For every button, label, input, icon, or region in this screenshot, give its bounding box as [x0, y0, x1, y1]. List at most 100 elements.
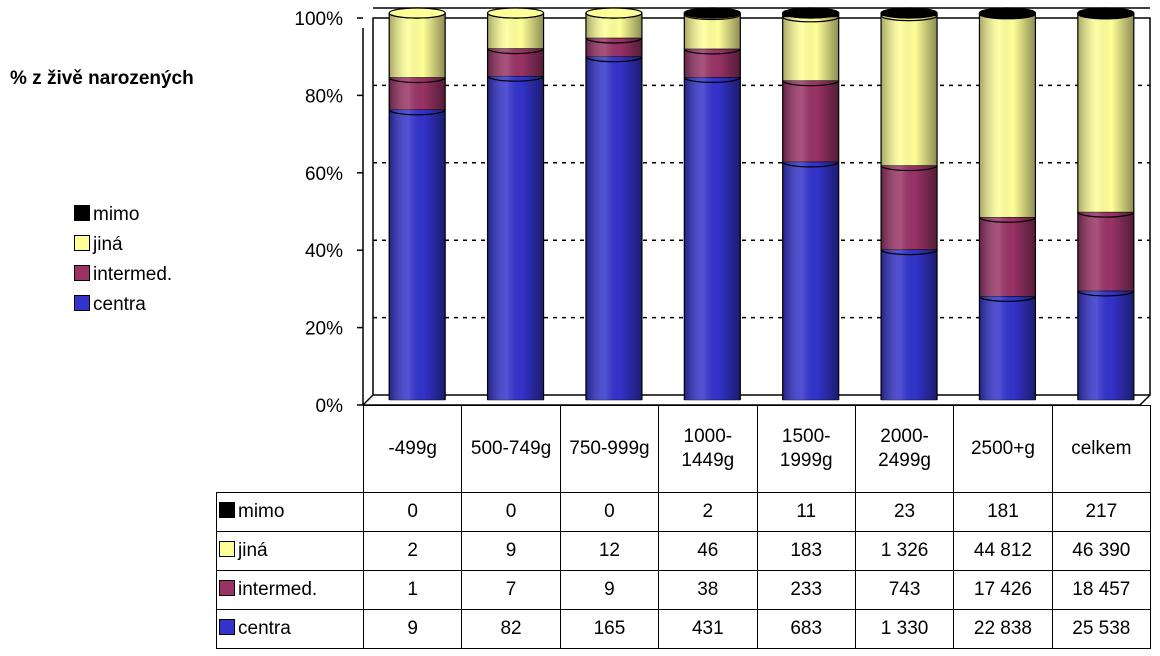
row-label: centra — [238, 618, 291, 639]
segment-seam — [978, 296, 1037, 302]
cylinder-top — [978, 7, 1037, 19]
row-label: mimo — [238, 501, 285, 522]
value-cell: 9 — [461, 531, 561, 571]
legend-swatch — [74, 265, 90, 281]
cylinder-outline — [683, 13, 741, 400]
segment-seam — [978, 13, 1037, 20]
cylinder-shade — [1077, 13, 1134, 400]
cylinder-top — [782, 7, 840, 19]
legend-item: intermed. — [74, 260, 172, 290]
legend-label: jiná — [93, 234, 123, 255]
value-cell: 233 — [756, 570, 856, 610]
row-header: intermed. — [216, 570, 364, 610]
value-cell: 11 — [756, 492, 856, 532]
cylinder-outline — [782, 13, 840, 400]
value-cell: 1 — [362, 570, 463, 610]
cylinder-shade — [585, 13, 642, 400]
value-cell: 46 — [658, 531, 758, 571]
category-label: -499g — [362, 405, 463, 493]
segment-seam — [782, 16, 840, 23]
cylinder-shade — [389, 13, 446, 400]
segment-seam — [880, 15, 938, 22]
value-cell: 18 457 — [1051, 570, 1152, 610]
segment-seam — [683, 14, 741, 21]
segment-seam — [978, 217, 1037, 223]
segment-seam — [388, 77, 446, 84]
legend-item: mimo — [74, 200, 172, 230]
legend-swatch — [219, 580, 235, 596]
chart-title: % z živě narozených — [10, 68, 194, 89]
series-row: centra 9 82 165 431 683 1 330 22 838 25 538 — [216, 609, 1152, 649]
cylinder-shade — [979, 13, 1036, 400]
cylinder-shade — [782, 13, 839, 400]
cylinder-top — [1077, 7, 1135, 19]
cylinder-outline — [1077, 13, 1135, 400]
category-label: 1000-1449g — [658, 405, 758, 493]
data-table: -499g 500-749g 750-999g 1000-1449g 1500-1999… — [216, 405, 1152, 649]
value-cell: 1 330 — [854, 609, 955, 649]
row-header: centra — [216, 609, 364, 649]
cylinder-top — [585, 7, 643, 19]
value-cell: 0 — [362, 492, 463, 532]
value-cell: 1 326 — [854, 531, 955, 571]
value-cell: 217 — [1051, 492, 1152, 532]
cylinder-top — [486, 7, 545, 19]
cylinder-top — [388, 7, 446, 19]
y-tick-label: 60% — [305, 164, 343, 185]
row-label: intermed. — [238, 579, 318, 600]
segment-seam — [1077, 290, 1135, 297]
legend-swatch — [74, 235, 90, 251]
category-label: 1500-1999g — [756, 405, 856, 493]
legend-item: jiná — [74, 230, 172, 260]
cylinder-outline — [486, 13, 545, 400]
cylinder-shade — [684, 13, 741, 400]
row-header: mimo — [216, 492, 364, 532]
floor-edge — [1139, 394, 1151, 406]
category-row: -499g 500-749g 750-999g 1000-1449g 1500-1999… — [216, 405, 1152, 493]
segment-seam — [585, 56, 643, 63]
row-label: jiná — [238, 540, 268, 561]
legend-label: mimo — [93, 204, 140, 225]
value-cell: 683 — [756, 609, 856, 649]
category-label: 2500+g — [953, 405, 1053, 493]
blank-cell — [216, 405, 364, 493]
row-header: jiná — [216, 531, 364, 571]
cylinder-shade — [881, 13, 938, 400]
value-cell: 46 390 — [1051, 531, 1152, 571]
segment-seam — [683, 77, 741, 83]
legend-swatch — [74, 205, 90, 221]
legend-item: centra — [74, 290, 172, 320]
category-label: 2000-2499g — [854, 405, 955, 493]
segment-seam — [782, 161, 840, 168]
cylinder-outline — [978, 13, 1037, 400]
value-cell: 9 — [559, 570, 660, 610]
value-cell: 2 — [362, 531, 463, 571]
segment-seam — [782, 80, 840, 87]
segment-seam — [880, 165, 938, 172]
legend-label: centra — [93, 294, 146, 315]
value-cell: 181 — [953, 492, 1053, 532]
value-cell: 82 — [461, 609, 561, 649]
value-cell: 165 — [559, 609, 660, 649]
value-cell: 743 — [854, 570, 955, 610]
value-cell: 12 — [559, 531, 660, 571]
value-cell: 431 — [658, 609, 758, 649]
segment-seam — [1077, 13, 1135, 20]
category-label: celkem — [1051, 405, 1152, 493]
y-tick-label: 20% — [305, 319, 343, 340]
value-cell: 38 — [658, 570, 758, 610]
series-row: intermed. 1 7 9 38 233 743 17 426 18 457 — [216, 570, 1152, 610]
segment-seam — [880, 249, 938, 256]
category-label: 500-749g — [461, 405, 561, 493]
segment-seam — [486, 48, 545, 55]
value-cell: 0 — [559, 492, 660, 532]
value-cell: 7 — [461, 570, 561, 610]
value-cell: 9 — [362, 609, 463, 649]
legend-swatch — [74, 295, 90, 311]
y-tick-label: 40% — [305, 241, 343, 262]
segment-seam — [1077, 211, 1135, 218]
segment-seam — [585, 37, 643, 44]
category-label: 750-999g — [559, 405, 660, 493]
legend-swatch — [219, 541, 235, 557]
